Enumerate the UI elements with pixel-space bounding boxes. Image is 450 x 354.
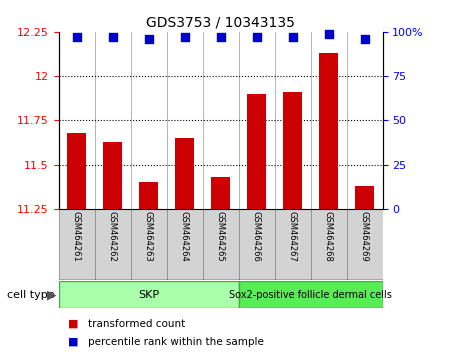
- Bar: [175, 138, 194, 209]
- Bar: [103, 142, 122, 209]
- Bar: [166, 209, 202, 280]
- Bar: [94, 209, 130, 280]
- Text: GSM464266: GSM464266: [252, 211, 261, 262]
- Text: GSM464265: GSM464265: [216, 211, 225, 262]
- Bar: [238, 281, 382, 308]
- Text: percentile rank within the sample: percentile rank within the sample: [88, 337, 264, 347]
- Text: GSM464261: GSM464261: [72, 211, 81, 262]
- Bar: [346, 209, 382, 280]
- Bar: [310, 209, 346, 280]
- Point: [217, 34, 224, 40]
- Bar: [67, 133, 86, 209]
- Bar: [238, 209, 274, 280]
- Text: GSM464267: GSM464267: [288, 211, 297, 262]
- Point: [289, 34, 296, 40]
- Text: transformed count: transformed count: [88, 319, 185, 329]
- Point: [253, 34, 260, 40]
- Text: SKP: SKP: [138, 290, 159, 300]
- Point: [325, 31, 332, 36]
- Bar: [274, 209, 310, 280]
- Bar: [283, 92, 302, 209]
- Title: GDS3753 / 10343135: GDS3753 / 10343135: [146, 15, 295, 29]
- Bar: [211, 177, 230, 209]
- Text: GSM464268: GSM464268: [324, 211, 333, 262]
- Bar: [58, 281, 238, 308]
- Bar: [139, 182, 158, 209]
- Point: [145, 36, 152, 42]
- Bar: [247, 94, 266, 209]
- Text: ■: ■: [68, 319, 78, 329]
- Point: [181, 34, 188, 40]
- Text: GSM464263: GSM464263: [144, 211, 153, 262]
- Text: GSM464264: GSM464264: [180, 211, 189, 262]
- Text: GSM464269: GSM464269: [360, 211, 369, 262]
- Bar: [319, 53, 338, 209]
- Text: ■: ■: [68, 337, 78, 347]
- Bar: [355, 186, 374, 209]
- Point: [73, 34, 80, 40]
- Bar: [58, 209, 94, 280]
- Bar: [202, 209, 238, 280]
- Point: [361, 36, 368, 42]
- Text: Sox2-positive follicle dermal cells: Sox2-positive follicle dermal cells: [229, 290, 392, 300]
- Text: cell type: cell type: [7, 290, 54, 300]
- Point: [109, 34, 116, 40]
- Text: ▶: ▶: [47, 288, 57, 301]
- Text: GSM464262: GSM464262: [108, 211, 117, 262]
- Bar: [130, 209, 166, 280]
